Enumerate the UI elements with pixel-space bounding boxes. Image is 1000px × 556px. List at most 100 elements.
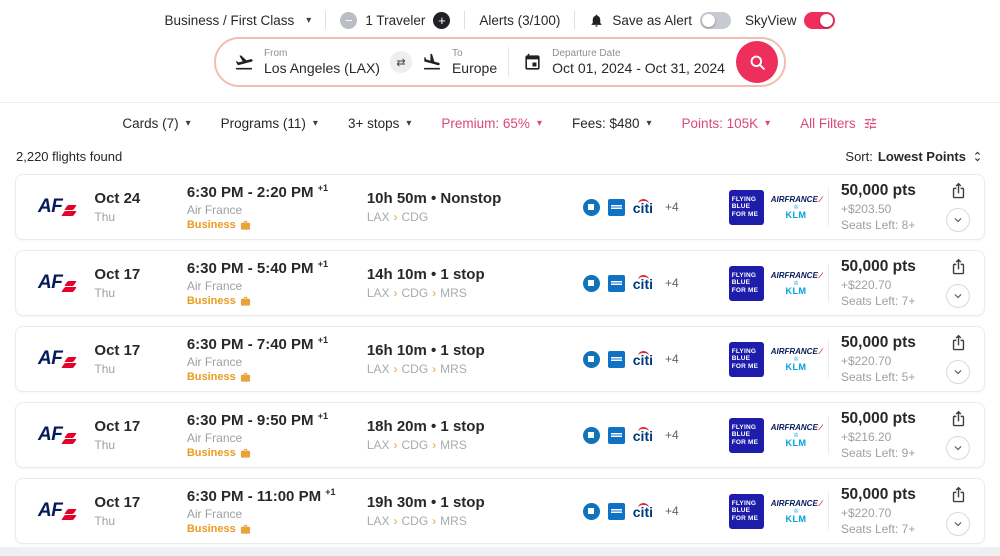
duration-column: 10h 50m • Nonstop LAX › CDG: [367, 190, 583, 224]
share-button[interactable]: [950, 334, 967, 354]
filter-cards-7[interactable]: Cards (7) ▾: [122, 116, 190, 131]
briefcase-icon: [240, 220, 250, 230]
more-banks: +4: [665, 352, 679, 366]
airfrance-logo: AIRFRANCE ∕: [770, 194, 822, 204]
expand-button[interactable]: [946, 360, 970, 384]
date-field[interactable]: Departure Date Oct 01, 2024 - Oct 31, 20…: [523, 48, 725, 76]
swap-origin-destination-button[interactable]: ⇄: [389, 51, 412, 73]
flight-day: Thu: [94, 286, 116, 300]
traveler-count-label: 1 Traveler: [365, 12, 426, 28]
flying-blue-line: FLYING: [731, 499, 757, 507]
program-column: FLYING BLUE FOR ME AIRFRANCE ∕ ♔ KLM: [728, 341, 826, 377]
decrease-traveler-button[interactable]: −: [340, 11, 358, 29]
klm-crown-icon: ♔: [793, 280, 799, 287]
chevron-down-icon: [954, 446, 962, 451]
cabin-badge: Business: [187, 219, 367, 231]
points-column: 50,000 pts +$216.20 Seats Left: 9+: [841, 410, 946, 460]
program-column: FLYING BLUE FOR ME AIRFRANCE ∕ ♔ KLM: [728, 265, 826, 301]
expand-button[interactable]: [946, 284, 970, 308]
points-column: 50,000 pts +$220.70 Seats Left: 7+: [841, 258, 946, 308]
save-as-alert-toggle[interactable]: [699, 11, 731, 29]
save-as-alert-label: Save as Alert: [612, 12, 692, 28]
amex-icon: [607, 426, 625, 444]
to-field[interactable]: To Europe: [422, 48, 497, 76]
filter-programs-11[interactable]: Programs (11) ▾: [221, 116, 318, 131]
route-chevron-icon: ›: [432, 438, 437, 452]
cabin-badge: Business: [187, 371, 367, 383]
flying-blue-line: FOR ME: [731, 514, 759, 522]
results-bar: 2,220 flights found Sort: Lowest Points: [0, 141, 1000, 174]
calendar-icon: [525, 53, 540, 70]
expand-button[interactable]: [946, 512, 970, 536]
amex-icon: [607, 350, 625, 368]
filter-3-stops[interactable]: 3+ stops ▾: [348, 116, 411, 131]
route-chevron-icon: ›: [393, 514, 398, 528]
share-button[interactable]: [950, 486, 967, 506]
flight-date: Oct 24: [94, 190, 141, 207]
airline-name: Air France: [186, 279, 243, 293]
flight-route: LAX › CDG › MRS: [367, 362, 583, 376]
seats-left: Seats Left: 9+: [840, 446, 916, 460]
program-column: FLYING BLUE FOR ME AIRFRANCE ∕ ♔ KLM: [728, 189, 826, 225]
share-button[interactable]: [950, 410, 967, 430]
airline-name: Air France: [186, 431, 243, 445]
sort-value: Lowest Points: [877, 149, 966, 164]
cabin-badge: Business: [187, 523, 367, 535]
divider: [827, 492, 829, 530]
chevron-down-icon: [954, 370, 962, 375]
divider: [827, 416, 829, 454]
filter-points-105k[interactable]: Points: 105K ▾: [682, 116, 771, 131]
flight-day: Thu: [94, 438, 116, 452]
airport-code: LAX: [366, 210, 390, 224]
search-icon: [750, 55, 765, 70]
share-button[interactable]: [950, 182, 967, 202]
alerts-link[interactable]: Alerts (3/100): [479, 12, 561, 28]
from-field[interactable]: From Los Angeles (LAX): [234, 48, 380, 76]
cabin-label: Business: [186, 523, 236, 535]
flight-card[interactable]: AF Oct 17 Thu 6:30 PM - 11:00 PM +1 Air …: [15, 478, 985, 544]
points-column: 50,000 pts +$203.50 Seats Left: 8+: [841, 182, 946, 232]
chevron-down-icon: [954, 218, 962, 223]
flight-card[interactable]: AF Oct 17 Thu 6:30 PM - 5:40 PM +1 Air F…: [15, 250, 985, 316]
flight-card[interactable]: AF Oct 17 Thu 6:30 PM - 7:40 PM +1 Air F…: [15, 326, 985, 392]
amex-icon: [607, 198, 625, 216]
more-banks: +4: [665, 200, 679, 214]
airport-code: MRS: [440, 514, 467, 528]
skyview-toggle[interactable]: [804, 11, 836, 29]
share-icon: [952, 486, 964, 503]
seats-left: Seats Left: 5+: [840, 370, 916, 384]
chase-icon: [582, 198, 600, 216]
filter-all-filters[interactable]: All Filters: [800, 116, 878, 131]
search-button[interactable]: [736, 41, 778, 83]
bell-icon: [591, 14, 602, 27]
save-as-alert-control: Save as Alert: [589, 11, 731, 29]
time-column: 6:30 PM - 5:40 PM +1 Air France Business: [187, 259, 367, 307]
share-button[interactable]: [950, 258, 967, 278]
citi-icon: citi: [632, 503, 653, 520]
flight-duration: 10h 50m • Nonstop: [366, 190, 502, 207]
skyview-control: SkyView: [745, 11, 836, 29]
actions-column: [946, 410, 970, 460]
transfer-partner-icons: citi +4: [582, 274, 729, 292]
sort-control[interactable]: Sort: Lowest Points: [845, 149, 984, 164]
airline-logo-text: AF: [38, 196, 63, 217]
briefcase-icon: [240, 524, 250, 534]
filter-fees-480[interactable]: Fees: $480 ▾: [572, 116, 652, 131]
chevron-down-icon: ▾: [185, 118, 191, 129]
points-value: 50,000 pts: [840, 410, 916, 427]
cabin-badge: Business: [187, 447, 367, 459]
amex-icon: [607, 274, 625, 292]
page-background-strip: [0, 547, 1000, 556]
expand-button[interactable]: [946, 436, 970, 460]
flight-card[interactable]: AF Oct 17 Thu 6:30 PM - 9:50 PM +1 Air F…: [15, 402, 985, 468]
flight-card[interactable]: AF Oct 24 Thu 6:30 PM - 2:20 PM +1 Air F…: [15, 174, 985, 240]
cabin-selector[interactable]: Business / First Class ▾: [165, 13, 312, 28]
route-chevron-icon: ›: [393, 438, 398, 452]
cabin-selector-label: Business / First Class: [164, 12, 295, 28]
expand-button[interactable]: [946, 208, 970, 232]
points-column: 50,000 pts +$220.70 Seats Left: 5+: [841, 334, 946, 384]
filter-premium-65[interactable]: Premium: 65% ▾: [441, 116, 542, 131]
chevron-down-icon: ▾: [306, 14, 312, 26]
airline-name: Air France: [186, 507, 243, 521]
increase-traveler-button[interactable]: +: [433, 11, 451, 29]
